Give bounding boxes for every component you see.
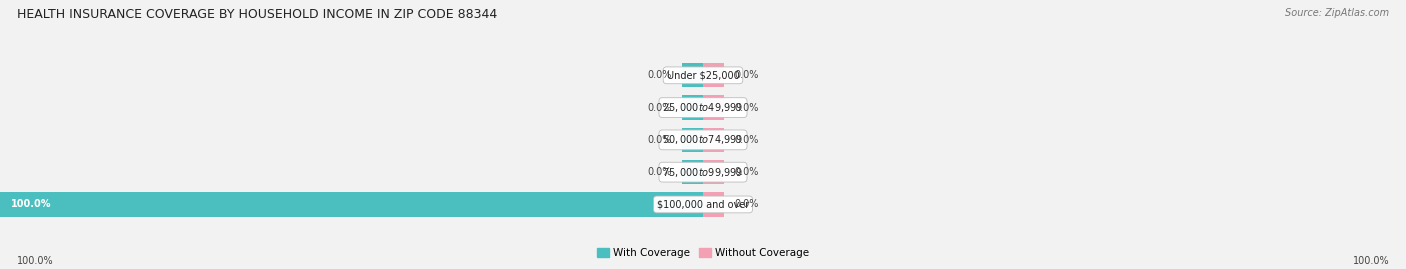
Text: Under $25,000: Under $25,000	[666, 70, 740, 80]
Text: 0.0%: 0.0%	[734, 70, 759, 80]
Text: 0.0%: 0.0%	[734, 135, 759, 145]
Text: 0.0%: 0.0%	[734, 167, 759, 177]
Text: 0.0%: 0.0%	[734, 199, 759, 210]
Text: $75,000 to $99,999: $75,000 to $99,999	[662, 166, 744, 179]
Bar	[703, 63, 724, 87]
Text: 0.0%: 0.0%	[647, 135, 672, 145]
Text: HEALTH INSURANCE COVERAGE BY HOUSEHOLD INCOME IN ZIP CODE 88344: HEALTH INSURANCE COVERAGE BY HOUSEHOLD I…	[17, 8, 498, 21]
Text: 0.0%: 0.0%	[647, 102, 672, 113]
Text: 0.0%: 0.0%	[647, 167, 672, 177]
Text: Source: ZipAtlas.com: Source: ZipAtlas.com	[1285, 8, 1389, 18]
Text: $50,000 to $74,999: $50,000 to $74,999	[662, 133, 744, 146]
Legend: With Coverage, Without Coverage: With Coverage, Without Coverage	[592, 244, 814, 263]
Bar	[682, 63, 703, 87]
Text: 100.0%: 100.0%	[1353, 256, 1389, 266]
Text: 100.0%: 100.0%	[17, 256, 53, 266]
Text: $25,000 to $49,999: $25,000 to $49,999	[662, 101, 744, 114]
Text: 0.0%: 0.0%	[647, 70, 672, 80]
Bar	[682, 160, 703, 184]
Bar	[682, 128, 703, 152]
Bar	[703, 192, 724, 217]
Bar	[0, 192, 703, 217]
Text: 0.0%: 0.0%	[734, 102, 759, 113]
Bar	[703, 160, 724, 184]
Text: $100,000 and over: $100,000 and over	[657, 199, 749, 210]
Bar	[703, 95, 724, 120]
Text: 100.0%: 100.0%	[10, 199, 51, 210]
Bar	[682, 95, 703, 120]
Bar	[703, 128, 724, 152]
